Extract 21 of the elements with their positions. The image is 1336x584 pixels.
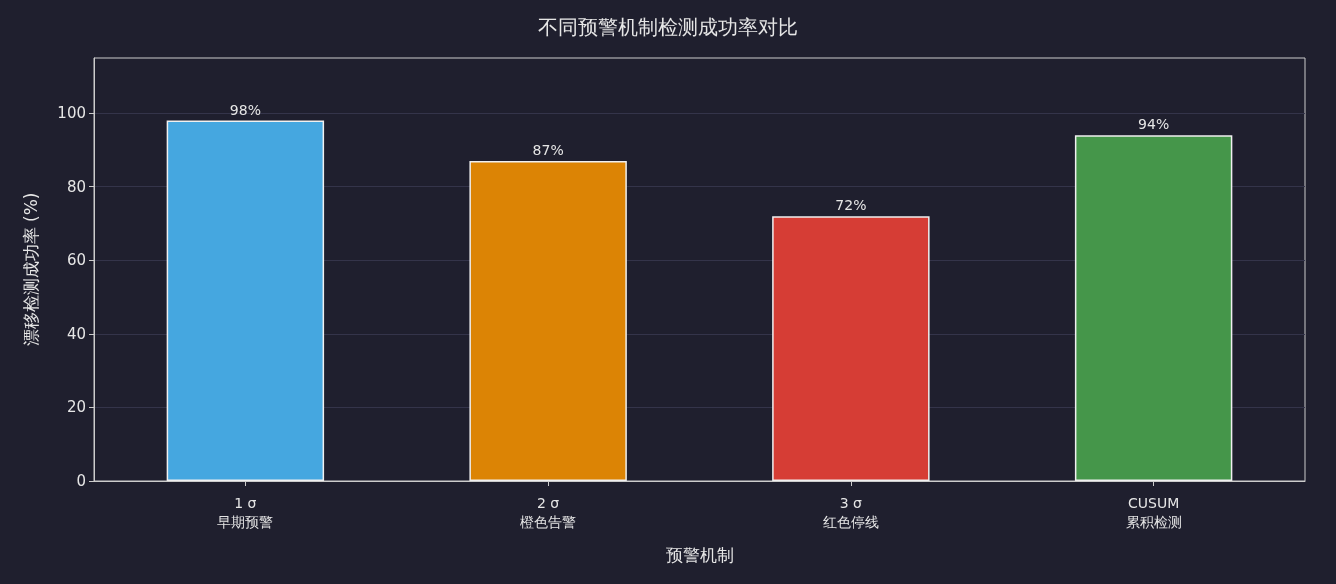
x-tick-label: 1 σ 早期预警 (217, 494, 274, 530)
data-label: 72% (835, 197, 867, 214)
y-tick-label: 0 (76, 472, 86, 490)
x-axis-title: 预警机制 (665, 544, 734, 565)
data-label: 94% (1138, 116, 1170, 133)
x-tick-label: 2 σ 橙色告警 (520, 494, 577, 530)
bar (166, 120, 325, 481)
y-tick-label: 20 (66, 398, 86, 417)
x-tick-label: CUSUM 累积检测 (1125, 494, 1182, 530)
y-tick-label: 100 (57, 104, 86, 123)
x-tick-label: 3 σ 红色停线 (822, 494, 879, 530)
bar (772, 216, 930, 481)
data-label: 87% (532, 141, 564, 158)
y-tick-label: 60 (66, 251, 86, 270)
y-tick-label: 80 (66, 177, 86, 196)
chart-title: 不同预警机制检测成功率对比 (538, 15, 798, 39)
y-axis-title: 漂移检测成功率 (%) (20, 192, 41, 347)
bar (1074, 135, 1233, 481)
bar (469, 160, 627, 481)
data-label: 98% (229, 101, 261, 118)
y-tick-label: 40 (66, 324, 86, 343)
